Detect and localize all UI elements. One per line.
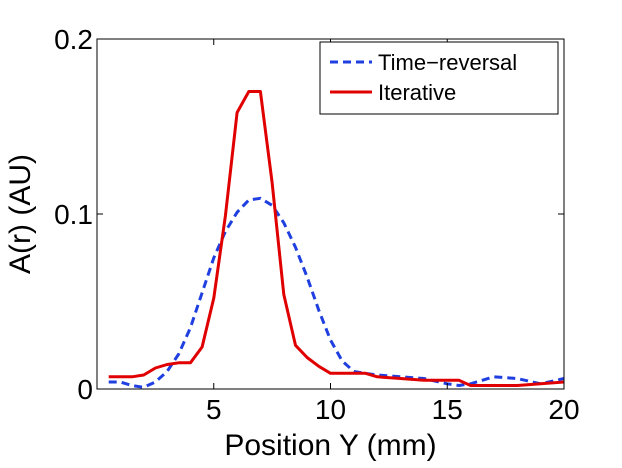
series-layer — [108, 90, 565, 389]
axis-ticks: 5 10 15 20 0 0.1 0.2 — [54, 24, 580, 425]
x-tick-label: 15 — [432, 394, 463, 425]
legend: Time−reversal Iterative — [319, 41, 559, 115]
legend-box — [319, 41, 559, 115]
y-tick-label: 0.1 — [54, 199, 93, 230]
plot-frame — [96, 38, 565, 390]
y-axis-label: A(r) (AU) — [4, 154, 37, 274]
x-tick-label: 5 — [206, 394, 222, 425]
x-tick-label: 20 — [548, 394, 579, 425]
legend-label-time-reversal: Time−reversal — [378, 50, 517, 75]
y-tick-label: 0 — [77, 374, 93, 405]
y-tick-label: 0.2 — [54, 24, 93, 55]
x-axis-label: Position Y (mm) — [224, 429, 436, 462]
legend-label-iterative: Iterative — [378, 80, 456, 105]
series-line-time-reversal — [108, 196, 565, 389]
x-tick-label: 10 — [315, 394, 346, 425]
series-line-iterative — [108, 90, 565, 387]
